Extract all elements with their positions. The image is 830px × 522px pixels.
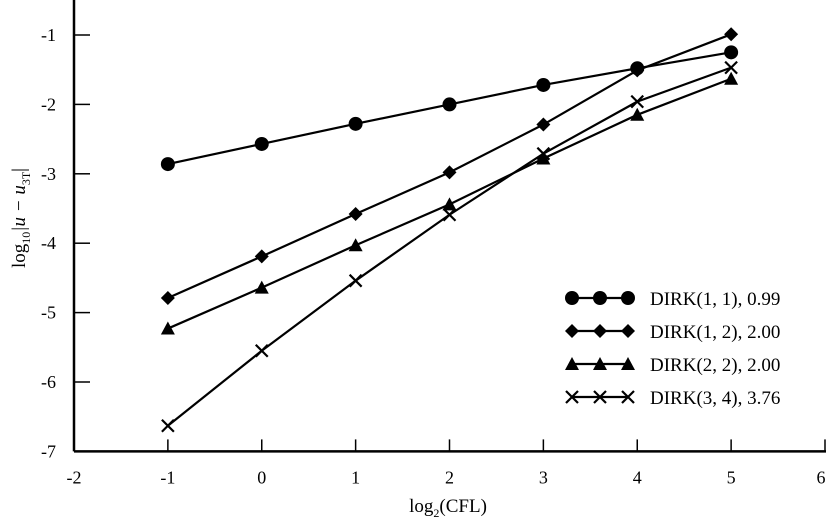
data-point	[536, 151, 551, 165]
legend-item: DIRK(1, 1), 0.99	[565, 289, 780, 310]
legend-marker	[593, 291, 607, 305]
y-tick-label: -1	[41, 25, 56, 45]
y-tick-label: -2	[41, 94, 56, 114]
legend-label: DIRK(1, 2), 2.00	[650, 322, 780, 343]
data-point	[442, 207, 457, 222]
data-point	[160, 321, 175, 335]
legend: DIRK(1, 1), 0.99 DIRK(1, 2), 2.00 DIRK(2, …	[565, 289, 780, 409]
x-tick-label: -1	[160, 467, 175, 487]
x-tick-label: 2	[445, 467, 454, 487]
series-triangle	[160, 71, 739, 335]
data-point	[348, 207, 363, 222]
data-point	[160, 291, 175, 306]
legend-label: DIRK(2, 2), 2.00	[650, 355, 780, 376]
data-point	[724, 27, 739, 42]
data-point	[630, 107, 645, 121]
data-point	[348, 273, 363, 288]
legend-marker	[621, 390, 635, 404]
data-point	[536, 77, 551, 92]
y-tick-label: -7	[41, 441, 56, 461]
legend-marker	[565, 357, 579, 370]
x-tick-label: 5	[727, 467, 736, 487]
legend-label: DIRK(3, 4), 3.76	[650, 388, 780, 409]
data-point	[254, 249, 269, 264]
series-cross	[161, 60, 738, 433]
x-tick-label: 6	[817, 467, 826, 487]
y-tick-label: -6	[41, 372, 56, 392]
legend-marker	[565, 390, 579, 404]
data-point	[254, 136, 269, 151]
y-tick-label: -3	[41, 164, 56, 184]
legend-marker	[621, 291, 635, 305]
legend-marker	[565, 291, 579, 305]
y-tick-label: -5	[41, 303, 56, 323]
series-line	[167, 66, 732, 427]
data-point	[160, 157, 175, 172]
x-tick-label: 4	[633, 467, 642, 487]
legend-marker	[565, 324, 579, 338]
data-point	[442, 197, 457, 211]
legend-item: DIRK(3, 4), 3.76	[565, 388, 780, 409]
data-point	[536, 117, 551, 132]
x-tick-label: 3	[539, 467, 548, 487]
y-tick-label: -4	[41, 233, 56, 253]
y-axis-label: log10|u − u3T|	[9, 168, 33, 268]
data-point	[630, 94, 645, 109]
data-point	[254, 280, 269, 294]
data-point	[442, 97, 457, 112]
data-point	[536, 146, 551, 161]
x-tick-label: 1	[351, 467, 360, 487]
series-diamond	[160, 27, 739, 306]
data-point	[724, 45, 739, 60]
legend-marker	[593, 324, 607, 338]
data-point	[348, 116, 363, 131]
data-point	[348, 238, 363, 252]
data-point	[254, 343, 269, 358]
x-tick-label: 0	[257, 467, 266, 487]
legend-marker	[621, 357, 635, 370]
legend-label: DIRK(1, 1), 0.99	[650, 289, 780, 310]
legend-marker	[593, 390, 607, 404]
x-tick-label: -2	[67, 467, 82, 487]
series-group	[160, 27, 739, 433]
data-point	[630, 63, 645, 78]
legend-item: DIRK(2, 2), 2.00	[565, 355, 780, 376]
axes: -2 -1 0 1 2 3 4 5 6 -1 -2 -3 -4 -5 -6 -7	[41, 0, 826, 487]
data-point	[724, 71, 739, 85]
legend-marker	[621, 324, 635, 338]
data-point	[724, 60, 738, 75]
data-point	[442, 165, 457, 180]
legend-item: DIRK(1, 2), 2.00	[565, 322, 780, 343]
data-point	[161, 418, 175, 433]
x-axis-label: log2(CFL)	[409, 496, 487, 520]
legend-marker	[593, 357, 607, 370]
